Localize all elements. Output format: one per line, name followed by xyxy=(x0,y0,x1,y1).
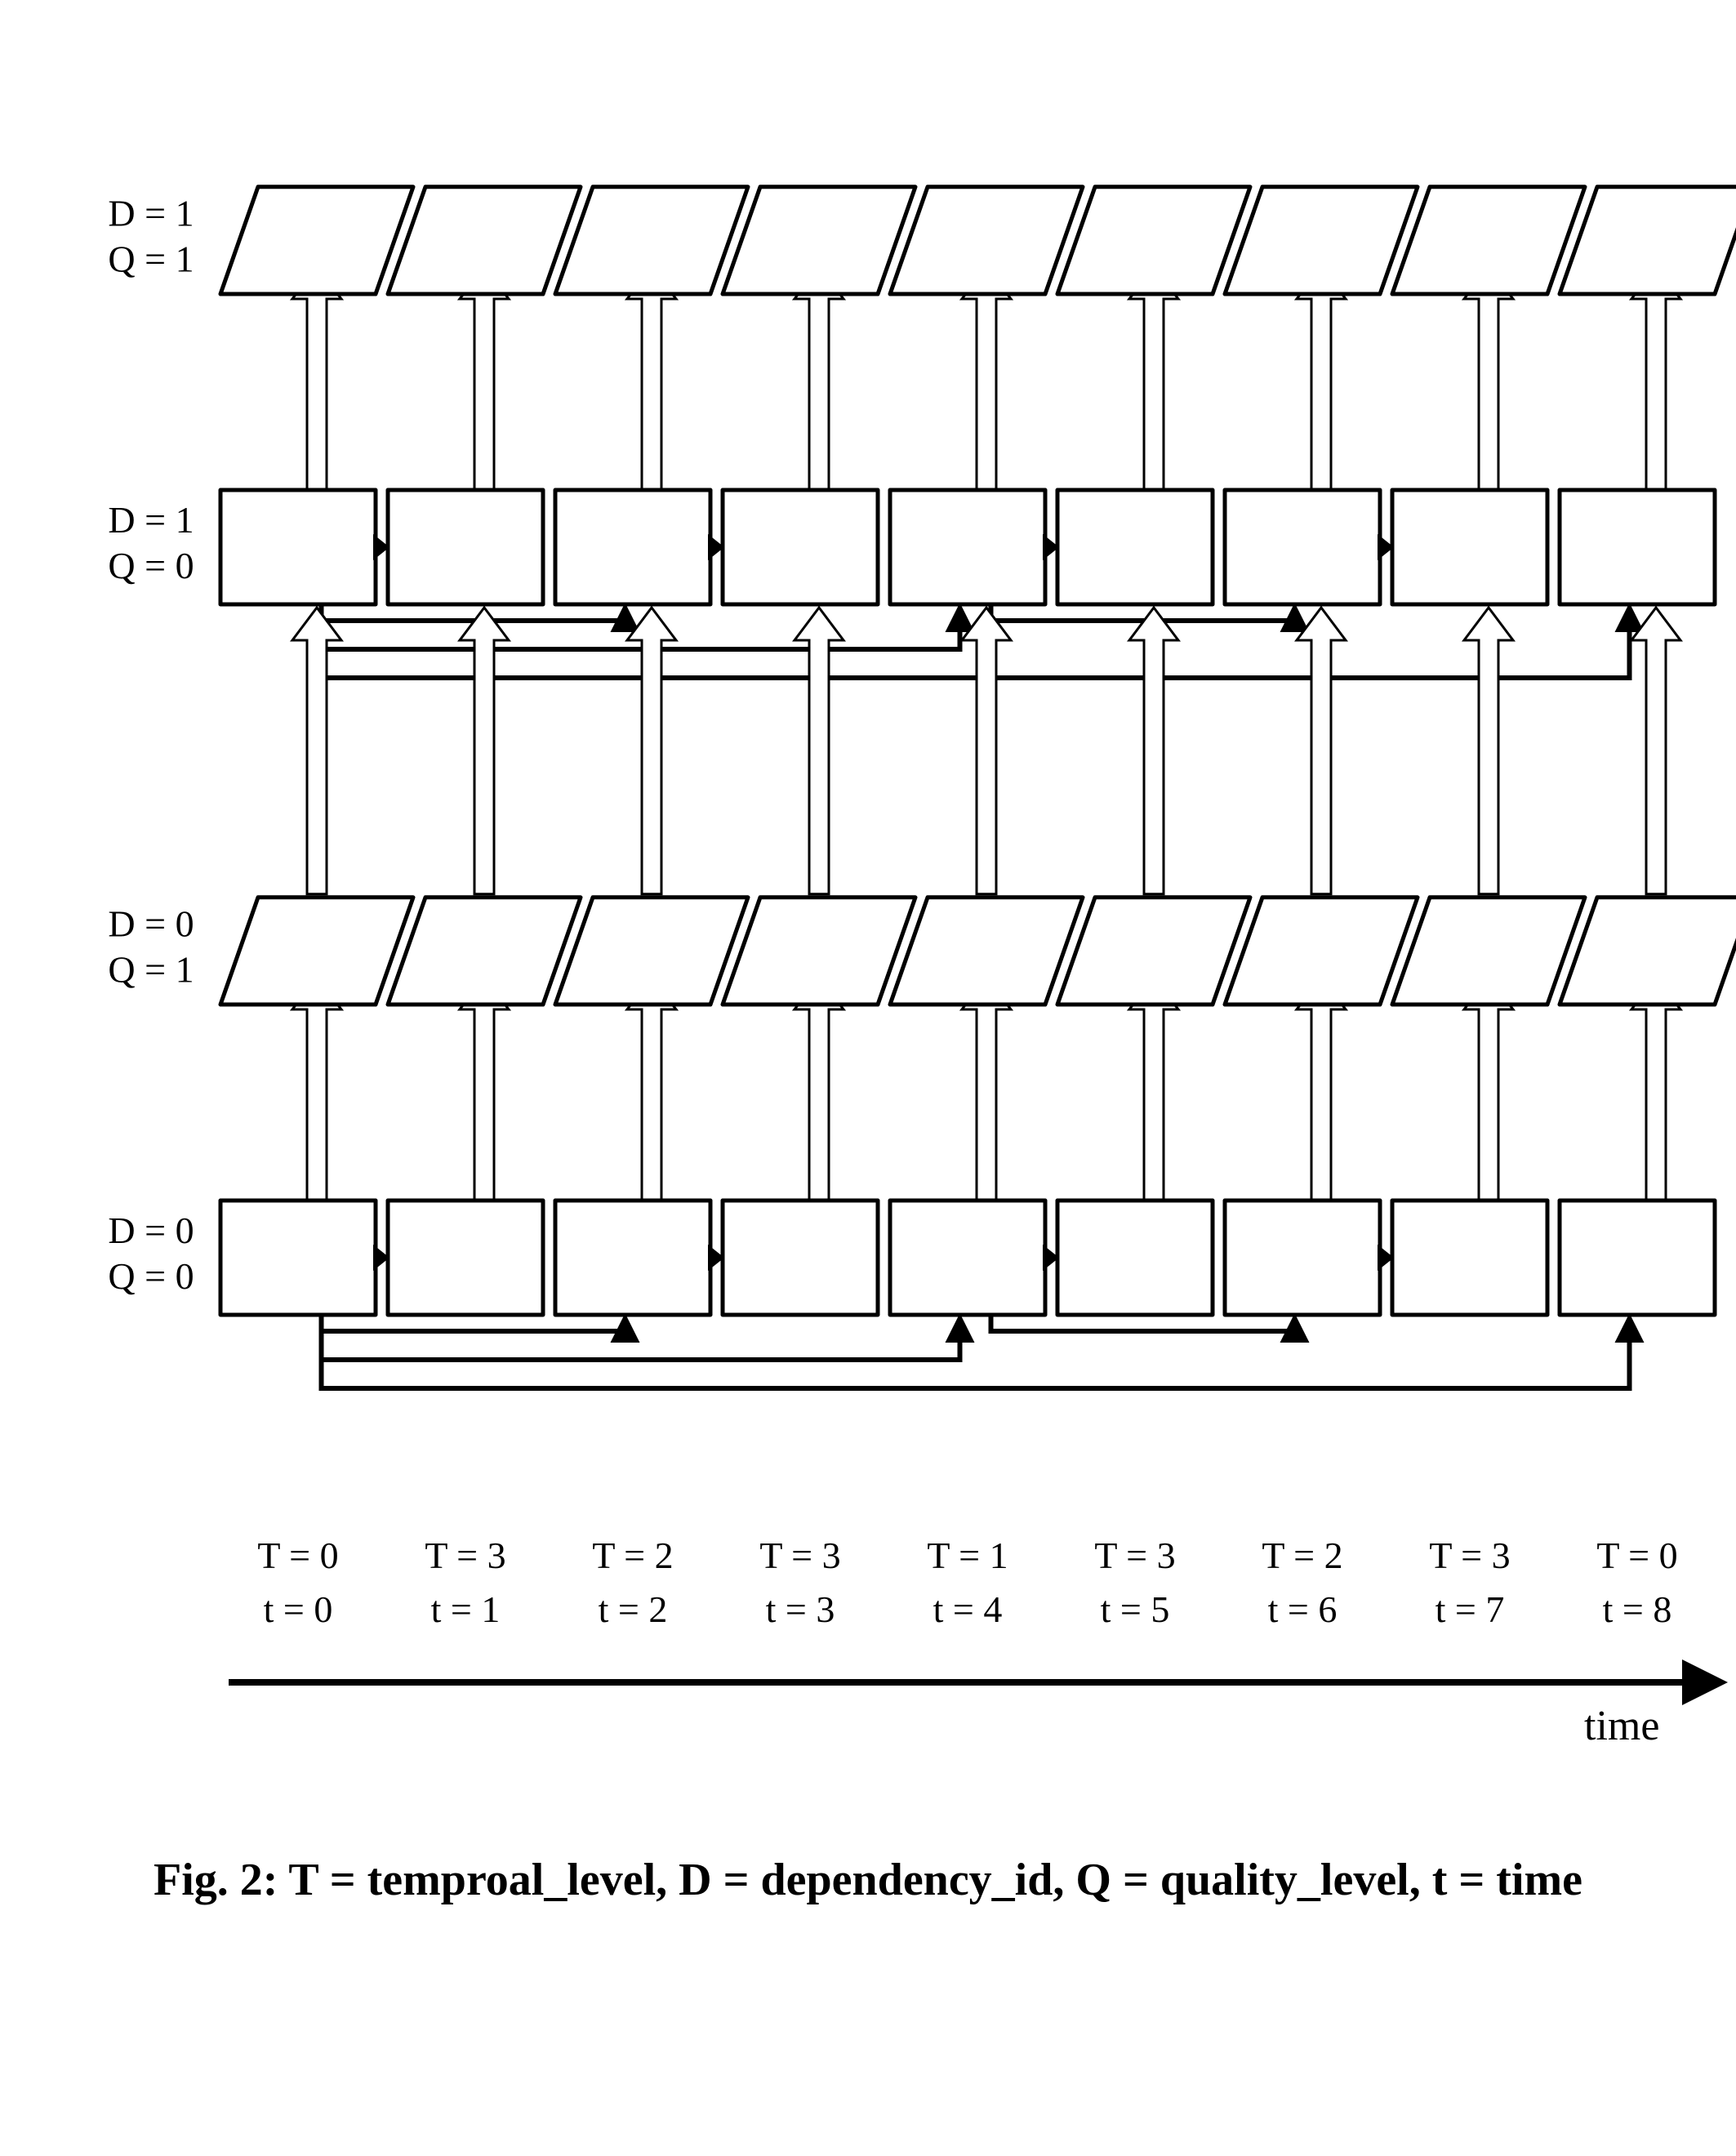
hollow-arrow xyxy=(962,978,1011,1202)
row-label-D: D = 0 xyxy=(108,1209,194,1251)
frame-box xyxy=(555,898,748,1004)
frame-box xyxy=(1225,490,1380,604)
frame-box xyxy=(555,1200,710,1315)
col-label-T: T = 3 xyxy=(1429,1535,1510,1576)
axis-label: time xyxy=(1584,1703,1659,1749)
hollow-arrow xyxy=(1129,978,1178,1202)
frame-box xyxy=(388,187,581,294)
frame-box xyxy=(1392,490,1547,604)
hollow-arrow xyxy=(795,978,844,1202)
frame-box xyxy=(723,490,878,604)
frame-box xyxy=(220,1200,376,1315)
frame-box xyxy=(1057,187,1250,294)
routed-arrow xyxy=(322,1315,960,1360)
hollow-arrow xyxy=(1297,978,1346,1202)
hollow-arrow xyxy=(1129,608,1178,894)
frame-box xyxy=(1225,898,1418,1004)
row-label-Q: Q = 1 xyxy=(108,238,194,279)
figure-container: { "diagram": { "type": "network", "capti… xyxy=(0,0,1736,2156)
frame-box xyxy=(1057,490,1213,604)
hollow-arrow xyxy=(1464,978,1513,1202)
frame-box xyxy=(1057,898,1250,1004)
hollow-arrow xyxy=(1297,608,1346,894)
hollow-arrow xyxy=(292,268,341,492)
frame-box xyxy=(1560,898,1736,1004)
routed-arrow xyxy=(991,604,1295,621)
col-label-t: t = 6 xyxy=(1268,1588,1338,1630)
hollow-arrow xyxy=(292,978,341,1202)
frame-box xyxy=(388,898,581,1004)
figure-caption: Fig. 2: T = temproal_level, D = dependen… xyxy=(154,1855,1582,1905)
col-label-t: t = 8 xyxy=(1603,1588,1672,1630)
col-label-T: T = 1 xyxy=(927,1535,1008,1576)
frame-box xyxy=(555,187,748,294)
frame-box xyxy=(723,898,915,1004)
frame-box xyxy=(1225,187,1418,294)
frame-box xyxy=(220,187,413,294)
row-label-D: D = 0 xyxy=(108,902,194,944)
hollow-arrow xyxy=(1129,268,1178,492)
col-label-T: T = 2 xyxy=(592,1535,673,1576)
frame-box xyxy=(1057,1200,1213,1315)
frame-box xyxy=(1225,1200,1380,1315)
frame-box xyxy=(1560,490,1715,604)
svc-diagram: D = 1Q = 1D = 1Q = 0D = 0Q = 1D = 0Q = 0… xyxy=(0,0,1736,2156)
col-label-T: T = 2 xyxy=(1262,1535,1342,1576)
row-label-D: D = 1 xyxy=(108,192,194,234)
hollow-arrow xyxy=(795,268,844,492)
frame-box xyxy=(890,187,1083,294)
hollow-arrow xyxy=(1631,268,1680,492)
row-label-Q: Q = 1 xyxy=(108,948,194,990)
col-label-t: t = 7 xyxy=(1436,1588,1505,1630)
frame-box xyxy=(388,1200,543,1315)
col-label-T: T = 0 xyxy=(257,1535,338,1576)
routed-arrow xyxy=(322,1315,1630,1388)
col-label-t: t = 1 xyxy=(431,1588,501,1630)
frame-box xyxy=(723,187,915,294)
hollow-arrow xyxy=(962,268,1011,492)
hollow-arrow xyxy=(1464,268,1513,492)
frame-box xyxy=(1392,898,1585,1004)
col-label-T: T = 3 xyxy=(1094,1535,1175,1576)
col-label-t: t = 0 xyxy=(264,1588,333,1630)
col-label-t: t = 3 xyxy=(766,1588,835,1630)
col-label-t: t = 4 xyxy=(933,1588,1003,1630)
col-label-T: T = 0 xyxy=(1596,1535,1677,1576)
hollow-arrow xyxy=(627,978,676,1202)
frame-box xyxy=(1392,1200,1547,1315)
hollow-arrow xyxy=(627,268,676,492)
col-label-t: t = 5 xyxy=(1101,1588,1170,1630)
frame-box xyxy=(555,490,710,604)
row-label-Q: Q = 0 xyxy=(108,1255,194,1297)
frame-box xyxy=(723,1200,878,1315)
frame-box xyxy=(1560,1200,1715,1315)
hollow-arrow xyxy=(460,268,509,492)
hollow-arrow xyxy=(962,608,1011,894)
row-label-D: D = 1 xyxy=(108,499,194,541)
frame-box xyxy=(890,898,1083,1004)
routed-arrow xyxy=(991,1315,1295,1331)
col-label-T: T = 3 xyxy=(759,1535,840,1576)
frame-box xyxy=(388,490,543,604)
routed-arrow xyxy=(322,1315,625,1331)
frame-box xyxy=(1560,187,1736,294)
hollow-arrow xyxy=(1297,268,1346,492)
frame-box xyxy=(890,490,1045,604)
hollow-arrow xyxy=(460,978,509,1202)
hollow-arrow xyxy=(1631,978,1680,1202)
hollow-arrow xyxy=(1631,608,1680,894)
col-label-T: T = 3 xyxy=(425,1535,505,1576)
hollow-arrow xyxy=(1464,608,1513,894)
frame-box xyxy=(890,1200,1045,1315)
routed-arrow xyxy=(322,604,625,621)
frame-box xyxy=(220,898,413,1004)
col-label-t: t = 2 xyxy=(599,1588,668,1630)
row-label-Q: Q = 0 xyxy=(108,545,194,586)
frame-box xyxy=(220,490,376,604)
frame-box xyxy=(1392,187,1585,294)
